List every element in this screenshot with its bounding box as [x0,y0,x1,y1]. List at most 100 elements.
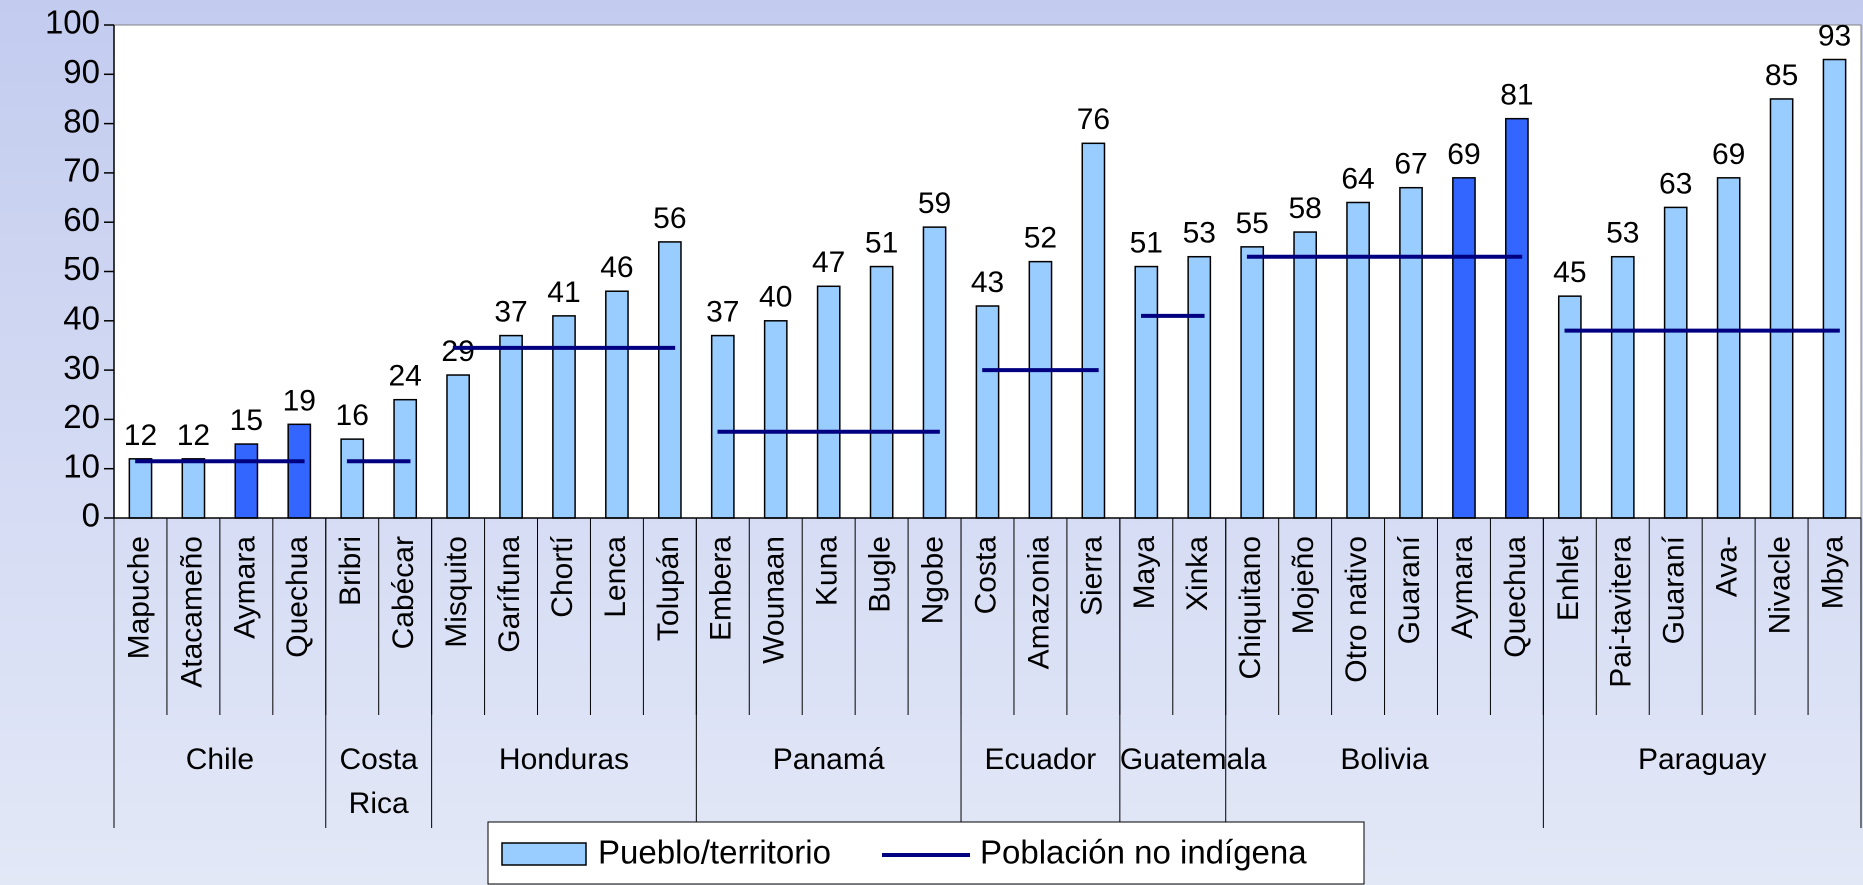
value-label: 40 [759,281,792,314]
group-label-box: Ecuador [984,743,1097,776]
bar [605,290,629,519]
x-tick-label: Nivacle [1764,536,1797,634]
value-label: 69 [1712,138,1745,171]
x-tick-label: Mapuche [122,536,155,659]
bar [128,458,153,519]
group-label-box: Paraguay [1637,743,1767,776]
legend-swatch [501,842,587,866]
bar [181,458,206,519]
x-tick-label: Mbya [1816,536,1849,610]
x-tick-label: Embera [705,536,738,641]
bar [1346,201,1370,519]
value-label: 53 [1183,217,1216,250]
bar [1716,177,1741,519]
y-tick-label: 20 [63,398,100,435]
value-label: 16 [336,399,369,432]
value-label: 64 [1341,162,1374,195]
value-label: 45 [1553,256,1586,289]
x-tick-label: Quechua [281,536,314,658]
bar [1610,255,1635,519]
value-label: 56 [653,202,686,235]
value-label: 59 [918,187,951,220]
group-label: Paraguay [1637,743,1767,776]
x-tick-label: Guaraní [1393,535,1426,644]
bar [340,438,365,519]
value-label: 76 [1077,103,1110,136]
x-tick-label: Lenca [599,536,632,618]
value-label: 51 [865,226,898,259]
value-label: 15 [230,404,263,437]
legend-label: Pueblo/territorio [598,834,831,871]
group-label: Bolivia [1340,743,1429,776]
group-label: Chile [185,743,255,776]
bar [393,398,418,519]
y-tick-label: 30 [63,349,100,386]
y-tick-label: 100 [45,4,100,41]
bar [499,334,523,519]
x-tick-label: Costa [969,536,1002,615]
x-tick-label: Cabécar [387,536,420,649]
y-tick-label: 70 [63,152,100,189]
bar [1769,98,1794,519]
group-label: Guatemala [1119,743,1267,776]
bar [1240,246,1265,519]
value-label: 93 [1818,19,1851,52]
legend-label: Población no indígena [980,834,1307,871]
value-label: 12 [124,419,157,452]
bar [922,226,947,519]
x-tick-label: Kuna [811,536,844,606]
bar [657,241,682,519]
x-tick-label: Enhlet [1552,535,1585,621]
bar [1822,58,1847,519]
x-tick-label: Atacameño [175,536,208,688]
x-tick-label: Tolupán [652,536,685,641]
y-tick-label: 90 [63,53,100,90]
group-label: Ecuador [984,743,1097,776]
x-tick-label: Bribri [334,536,367,606]
bar [1028,260,1053,519]
bar [1081,142,1106,519]
group-label-box: Costa Rica [340,743,418,820]
bar [1187,255,1212,519]
group-label: Panamá [772,743,885,776]
x-tick-label: Sierra [1075,536,1108,616]
value-label: 67 [1394,148,1427,181]
value-label: 52 [1024,222,1057,255]
bar [446,374,470,519]
group-label-box: Honduras [498,743,629,776]
value-label: 24 [388,360,421,393]
value-label: 85 [1765,59,1798,92]
y-tick-label: 50 [63,250,100,287]
x-tick-label: Ngobe [916,536,949,624]
y-tick-label: 60 [63,201,100,238]
bar [975,305,1000,519]
x-tick-label: Maya [1128,536,1161,610]
x-tick-label: Misquito [440,536,473,648]
bar [710,334,735,519]
group-label-box: Guatemala [1119,743,1267,776]
value-label: 41 [547,276,580,309]
x-tick-label: Wounaan [758,536,791,664]
value-label: 47 [812,246,845,279]
value-label: 19 [283,384,316,417]
x-tick-label: Aymara [1446,536,1479,639]
x-tick-label: Amazonia [1022,536,1055,670]
bar [1505,117,1529,519]
bar [816,285,841,519]
bar [1399,186,1423,519]
value-label: 29 [441,335,474,368]
bar [1452,177,1476,519]
value-label: 43 [971,266,1004,299]
group-label: Honduras [498,743,629,776]
y-tick-label: 10 [63,447,100,484]
value-label: 81 [1500,79,1533,112]
y-tick-label: 0 [82,497,100,534]
y-tick-label: 80 [63,102,100,139]
x-tick-label: Ava- [1711,536,1744,597]
x-tick-label: Quechua [1499,536,1532,658]
value-label: 58 [1288,192,1321,225]
bar [1134,265,1159,519]
x-tick-label: Bugle [864,536,897,613]
bar [763,320,788,519]
value-label: 37 [494,296,527,329]
